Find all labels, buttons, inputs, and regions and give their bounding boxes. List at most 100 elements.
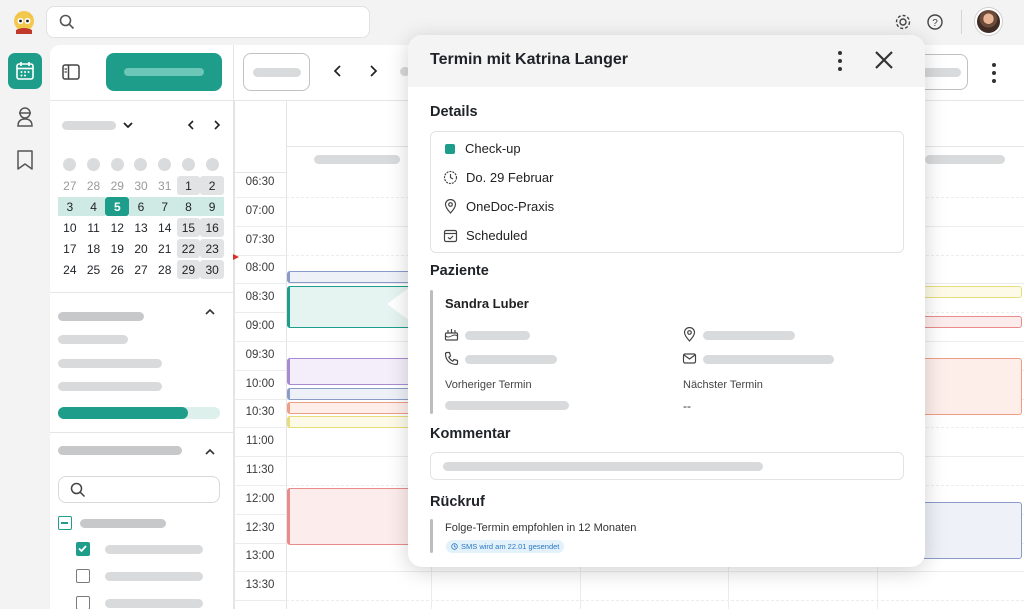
calendar-day[interactable]: 24 [63, 262, 77, 277]
calendar-day[interactable]: 11 [87, 220, 100, 235]
calendar-day[interactable]: 26 [110, 262, 124, 277]
details-heading: Details [430, 104, 478, 120]
calendar-day[interactable]: 31 [158, 178, 172, 193]
checkbox-label [105, 545, 203, 554]
time-label: 10:30 [245, 406, 275, 419]
patient-accent-bar [430, 290, 433, 414]
calendar-day[interactable]: 18 [86, 241, 101, 256]
calendar-day[interactable]: 21 [158, 241, 172, 256]
calendar-day[interactable]: 29 [176, 260, 201, 279]
calendar-event[interactable] [287, 416, 413, 428]
sidebar-toggle-icon[interactable] [61, 62, 81, 82]
calendar-day[interactable]: 10 [63, 220, 77, 235]
previous-appointment-value [445, 401, 569, 410]
filter-item[interactable] [58, 359, 162, 368]
time-divider [234, 197, 286, 198]
calendar-day[interactable]: 30 [200, 260, 224, 279]
patient-name[interactable]: Sandra Luber [445, 296, 529, 311]
calendar-event[interactable] [287, 271, 413, 283]
calendar-day[interactable]: 7 [152, 197, 177, 216]
prev-month-icon[interactable] [184, 118, 198, 132]
calendar-day[interactable]: 23 [200, 239, 224, 258]
calendar-event[interactable] [922, 502, 1022, 559]
calendar-day[interactable]: 5 [105, 197, 130, 216]
calendar-day[interactable]: 13 [134, 220, 148, 235]
search-input[interactable] [46, 6, 370, 38]
checkbox-label [105, 599, 203, 608]
calendar-day[interactable]: 12 [110, 220, 124, 235]
nav-calendar-button[interactable] [8, 53, 42, 89]
calendar-day[interactable]: 6 [129, 197, 153, 216]
appointment-location: OneDoc-Praxis [443, 199, 554, 214]
calendar-day[interactable]: 27 [63, 178, 77, 193]
calendar-event[interactable] [922, 286, 1022, 298]
next-appointment-label: Nächster Termin [683, 379, 763, 391]
next-month-icon[interactable] [210, 118, 224, 132]
resource-search-input[interactable] [58, 476, 220, 503]
calendar-event[interactable] [287, 488, 413, 545]
calendar-day[interactable]: 9 [200, 197, 224, 216]
prev-week-icon[interactable] [331, 64, 345, 78]
resource-checkbox[interactable] [76, 542, 90, 556]
calendar-event[interactable] [287, 388, 413, 400]
clock-icon [451, 543, 458, 550]
gear-icon[interactable] [894, 13, 912, 31]
location-pin-icon [444, 199, 457, 214]
calendar-event[interactable] [922, 316, 1022, 328]
phone-icon [444, 351, 459, 366]
calendar-day[interactable]: 14 [158, 220, 172, 235]
calendar-day[interactable]: 22 [176, 239, 201, 258]
chevron-up-icon[interactable] [203, 445, 217, 459]
time-label: 11:30 [246, 464, 274, 476]
resource-checkbox[interactable] [76, 596, 90, 609]
calendar-day[interactable]: 29 [110, 178, 124, 193]
calendar-day[interactable]: 15 [176, 218, 201, 237]
close-icon[interactable] [874, 50, 894, 70]
filter-item[interactable] [58, 382, 162, 391]
calendar-day[interactable]: 2 [200, 176, 224, 195]
calendar-day[interactable]: 30 [134, 178, 148, 193]
today-button[interactable] [243, 53, 310, 91]
calendar-day[interactable]: 3 [58, 197, 82, 216]
calendar-day[interactable]: 19 [110, 241, 124, 256]
new-appointment-button[interactable] [106, 53, 222, 91]
patient-address [703, 331, 795, 340]
progress-bar [58, 407, 220, 419]
calendar-day[interactable]: 4 [81, 197, 106, 216]
select-all-checkbox[interactable] [58, 516, 72, 530]
calendar-day[interactable]: 8 [176, 197, 201, 216]
calendar-day[interactable]: 28 [86, 178, 101, 193]
more-vertical-icon[interactable] [833, 50, 847, 74]
grid-line [286, 600, 1024, 602]
filter-item[interactable] [58, 335, 128, 344]
calendar-day[interactable]: 28 [158, 262, 172, 277]
check-icon [78, 545, 87, 553]
calendar-day[interactable]: 1 [176, 176, 201, 195]
calendar-day[interactable]: 25 [86, 262, 101, 277]
weekday-header [58, 154, 224, 174]
time-label: 09:00 [245, 320, 275, 332]
comment-field[interactable] [430, 452, 904, 480]
chevron-down-icon[interactable] [121, 118, 135, 132]
calendar-day[interactable]: 16 [200, 218, 224, 237]
calendar-day[interactable]: 17 [63, 241, 77, 256]
chevron-up-icon[interactable] [203, 305, 217, 319]
help-icon[interactable]: ? [926, 13, 944, 31]
checkbox-label [105, 572, 203, 581]
more-vertical-icon[interactable] [987, 61, 1001, 85]
calendar-event[interactable] [287, 358, 413, 385]
calendar-day[interactable]: 27 [134, 262, 148, 277]
next-week-icon[interactable] [366, 64, 380, 78]
next-appointment-value: -- [683, 399, 691, 413]
calendar-event[interactable] [287, 402, 413, 414]
callback-heading: Rückruf [430, 494, 485, 510]
patient-icon[interactable] [15, 106, 35, 128]
resource-checkbox[interactable] [76, 569, 90, 583]
calendar-day[interactable]: 20 [134, 241, 148, 256]
calendar-event[interactable] [922, 358, 1022, 415]
clock-icon [443, 170, 458, 185]
comment-heading: Kommentar [430, 426, 511, 442]
book-icon[interactable] [15, 149, 35, 171]
avatar[interactable] [975, 8, 1002, 35]
time-label: 12:00 [245, 492, 275, 505]
